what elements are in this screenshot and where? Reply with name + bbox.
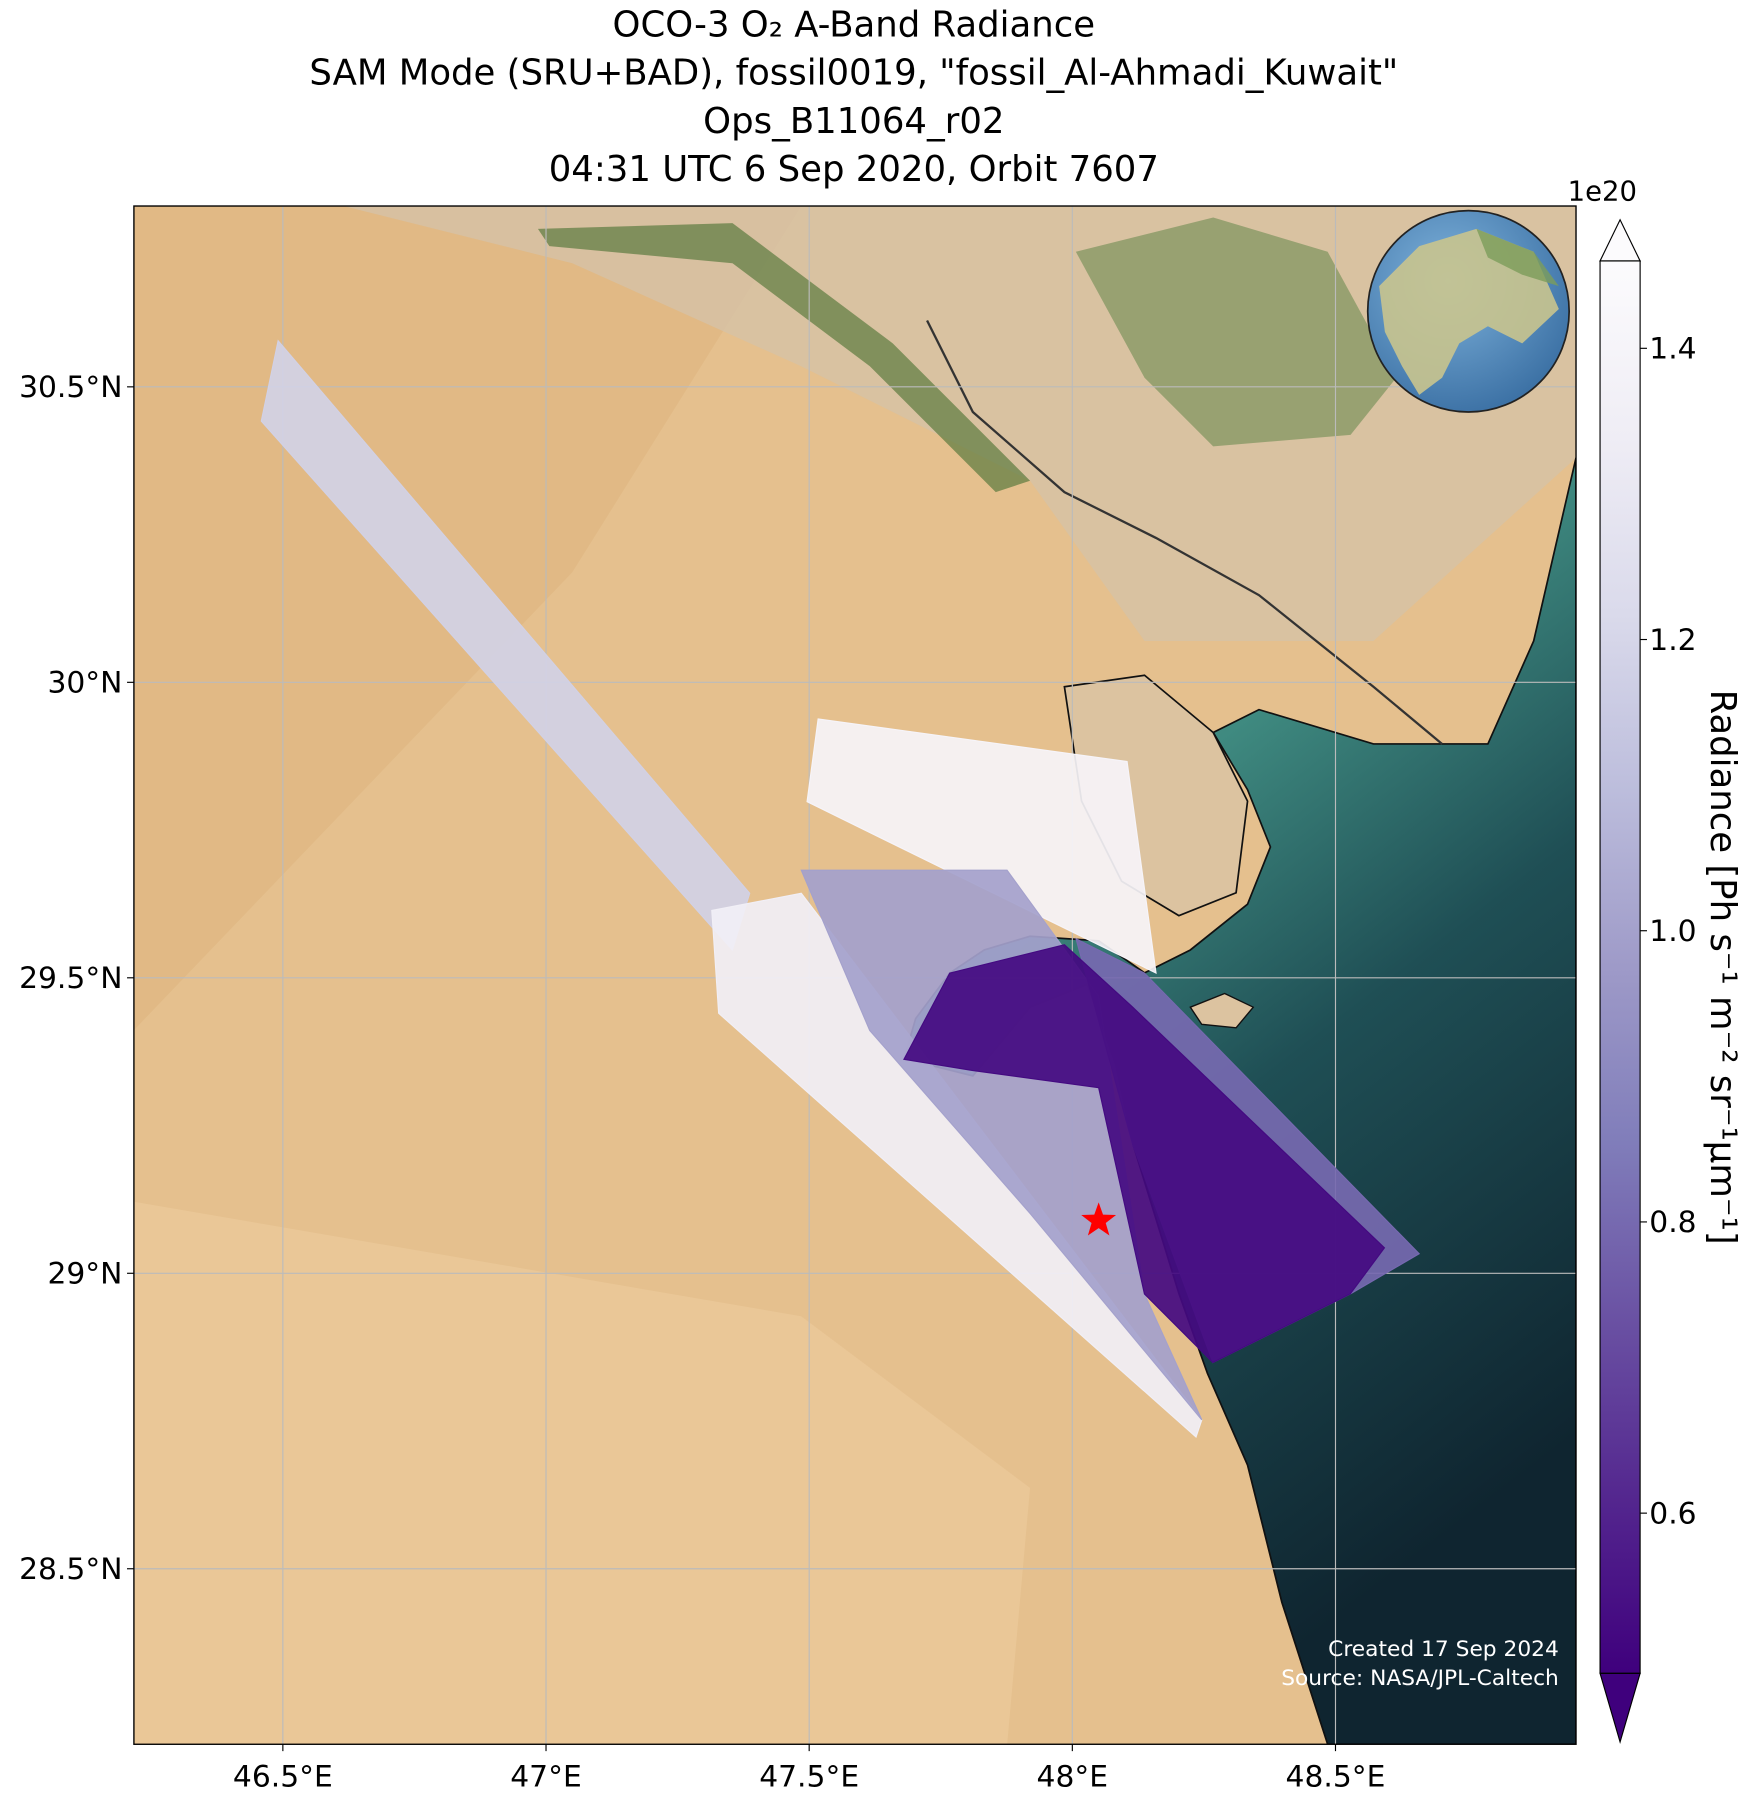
labels: OCO-3 O₂ A-Band Radiance SAM Mode (SRU+B… (19, 5, 1743, 1795)
colorbar-tick-label: 1.4 (1649, 332, 1696, 367)
footprints (260, 302, 1477, 1438)
y-tick-label: 30°N (47, 666, 122, 701)
credit: Source: NASA/JPL-Caltech (1281, 1666, 1559, 1691)
y-tick-label: 29°N (47, 1257, 122, 1292)
credit: Created 17 Sep 2024 (1328, 1637, 1559, 1662)
x-tick-label: 47°E (510, 1760, 582, 1795)
colorbar-tick-label: 1.2 (1649, 623, 1696, 658)
footprint (806, 718, 1157, 975)
title-line: 04:31 UTC 6 Sep 2020, Orbit 7607 (549, 149, 1159, 190)
y-tick-label: 29.5°N (19, 961, 122, 996)
x-tick-label: 47.5°E (759, 1760, 859, 1795)
colorbar-tick-label: 0.6 (1649, 1496, 1696, 1531)
x-tick-label: 46.5°E (233, 1760, 333, 1795)
colorbar-tick-label: 0.8 (1649, 1205, 1696, 1240)
colorbar-extend-bottom (1599, 1672, 1641, 1745)
title-line: SAM Mode (SRU+BAD), fossil0019, "fossil_… (309, 53, 1398, 94)
footprint (260, 339, 751, 952)
colorbar-extend-top (1599, 218, 1642, 262)
colorbar: 0.6 0.8 1.0 1.2 1.4 (1599, 218, 1697, 1745)
title-line: Ops_B11064_r02 (703, 101, 1004, 142)
y-tick-label: 28.5°N (19, 1552, 122, 1587)
inset-globe (1366, 209, 1571, 413)
colorbar-frame (1599, 260, 1641, 1674)
footprint (903, 944, 1386, 1364)
site-marker (1081, 1202, 1117, 1236)
title-line: OCO-3 O₂ A-Band Radiance (613, 5, 1096, 46)
footprint (711, 892, 1203, 1438)
colorbar-label: Radiance [Ph s⁻¹ m⁻² sr⁻¹μm⁻¹] (1702, 690, 1743, 1245)
map-frame (133, 205, 1577, 1745)
footprint (800, 869, 1203, 1421)
colorbar-multiplier: 1e20 (1568, 176, 1637, 207)
y-tick-label: 30.5°N (19, 370, 122, 405)
x-tick-label: 48.5°E (1286, 1760, 1386, 1795)
colorbar-body (1600, 260, 1641, 1674)
colorbar-tick-label: 1.0 (1649, 914, 1696, 949)
x-tick-label: 48°E (1037, 1760, 1109, 1795)
